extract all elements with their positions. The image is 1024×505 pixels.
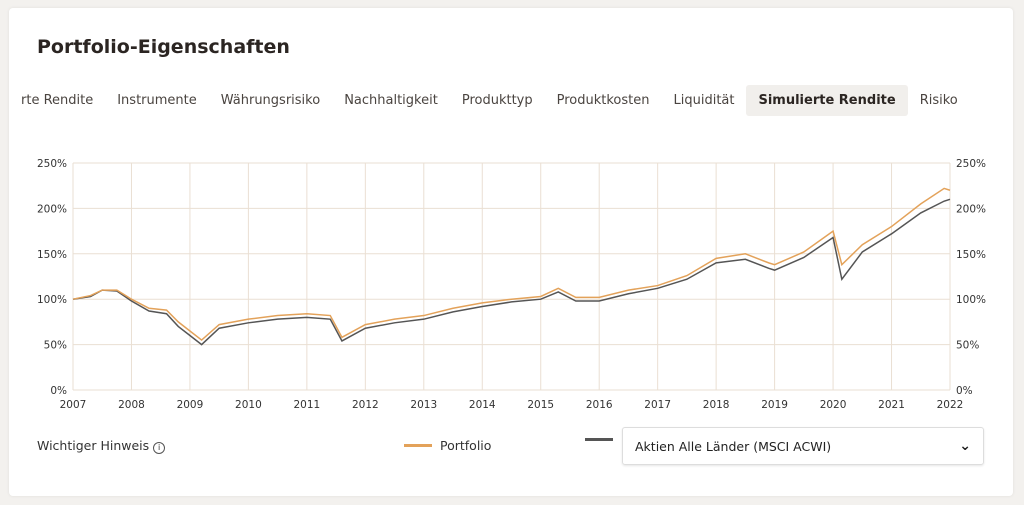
y-tick-label-left: 50% — [44, 340, 67, 352]
tab-8[interactable]: Risiko — [919, 92, 958, 108]
y-tick-label-right: 50% — [956, 340, 979, 352]
tab-5[interactable]: Produktkosten — [556, 92, 650, 108]
x-tick-label: 2020 — [820, 399, 847, 408]
x-tick-label: 2016 — [586, 399, 613, 408]
y-tick-label-left: 150% — [37, 249, 67, 261]
legend-portfolio-label: Portfolio — [440, 438, 492, 453]
y-tick-label-left: 100% — [37, 294, 67, 306]
x-tick-label: 2011 — [293, 399, 320, 408]
tab-bar: rte Rendite Instrumente Währungsrisiko Nach… — [9, 84, 970, 116]
x-tick-label: 2012 — [352, 399, 379, 408]
x-tick-label: 2021 — [878, 399, 905, 408]
x-tick-label: 2019 — [761, 399, 788, 408]
x-tick-label: 2013 — [410, 399, 437, 408]
x-tick-label: 2009 — [177, 399, 204, 408]
info-icon: i — [153, 442, 166, 454]
y-tick-label-left: 250% — [37, 158, 67, 170]
tab-6[interactable]: Liquidität — [673, 92, 735, 108]
portfolio-line — [72, 187, 951, 342]
x-tick-label: 2022 — [937, 399, 964, 408]
benchmark-select-value: Aktien Alle Länder (MSCI ACWI) — [635, 438, 832, 454]
hint-label: Wichtiger Hinweis — [37, 438, 150, 453]
y-tick-label-left: 200% — [37, 203, 67, 215]
tab-1[interactable]: Instrumente — [117, 92, 197, 108]
return-chart: 2007 2008 2009 2010 2011 2012 2013 2014 2015 2016… — [37, 158, 986, 408]
y-tick-label-right: 200% — [956, 203, 986, 215]
tab-4[interactable]: Produkttyp — [461, 92, 533, 108]
legend-portfolio: Portfolio — [404, 438, 491, 453]
benchmark-line — [72, 198, 951, 346]
y-tick-label-right: 250% — [956, 158, 986, 170]
x-tick-label: 2008 — [118, 399, 145, 408]
page-title: Portfolio-Eigenschaften — [37, 36, 290, 58]
portfolio-card: Portfolio-Eigenschaften rte Rendite Instr… — [9, 8, 1013, 496]
y-tick-label-left: 0% — [50, 385, 67, 397]
chevron-down-icon: ⌄ — [959, 438, 971, 454]
y-tick-label-right: 0% — [956, 385, 973, 397]
legend-benchmark — [585, 438, 613, 441]
x-tick-label: 2014 — [469, 399, 496, 408]
x-tick-label: 2018 — [703, 399, 730, 408]
x-tick-label: 2017 — [644, 399, 671, 408]
x-tick-label: 2015 — [527, 399, 554, 408]
y-tick-label-right: 100% — [956, 294, 986, 306]
benchmark-select[interactable]: Aktien Alle Länder (MSCI ACWI) ⌄ — [622, 427, 984, 465]
x-tick-label: 2010 — [235, 399, 262, 408]
portfolio-swatch — [404, 444, 432, 447]
tab-0[interactable]: rte Rendite — [21, 92, 94, 108]
tab-7[interactable]: Simulierte Rendite — [746, 84, 908, 116]
benchmark-swatch — [585, 438, 613, 441]
tab-3[interactable]: Nachhaltigkeit — [344, 92, 438, 108]
x-tick-label: 2007 — [60, 399, 87, 408]
important-note-link[interactable]: Wichtiger Hinweis i — [37, 438, 166, 454]
y-tick-label-right: 150% — [956, 249, 986, 261]
tab-2[interactable]: Währungsrisiko — [220, 92, 321, 108]
